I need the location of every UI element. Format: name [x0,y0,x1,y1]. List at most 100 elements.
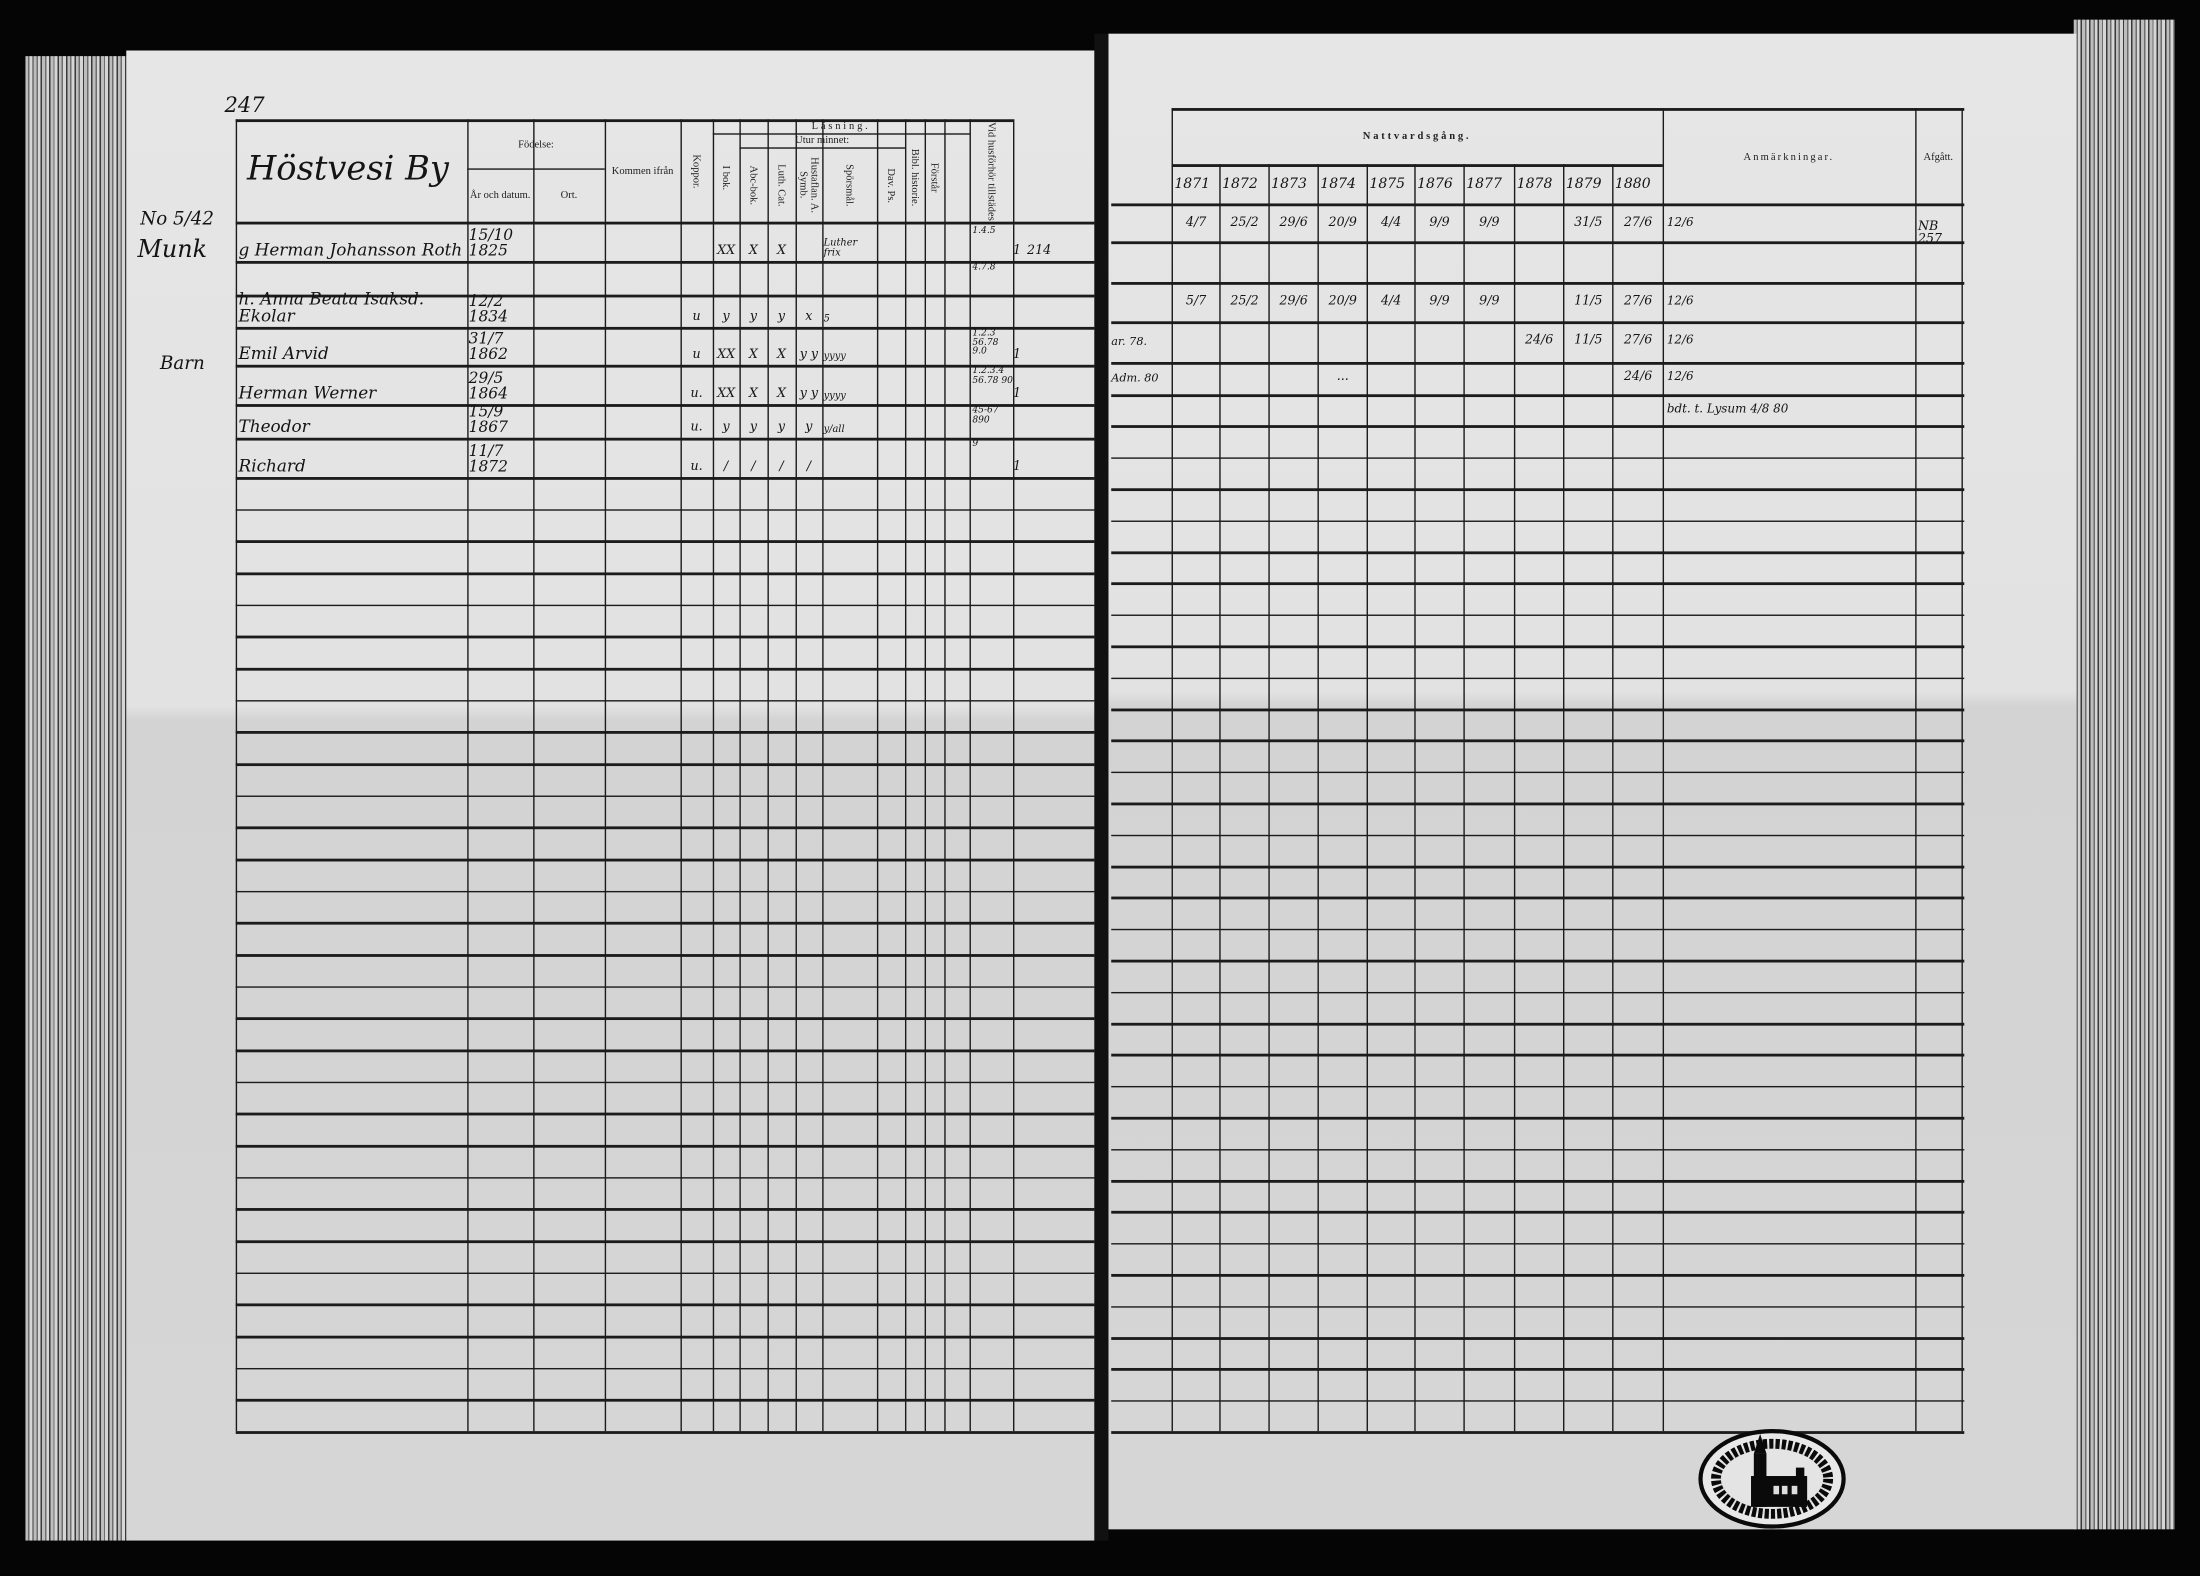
table-rule [1111,1085,1965,1088]
left-row-name: Theodor [238,416,310,437]
table-rule [1111,321,1965,324]
communion-date: 29/6 [1279,216,1308,231]
book-gutter [1094,33,1109,1541]
table-rule [1111,361,1965,365]
left-row-koppor: u [692,310,701,325]
header-koppor: Koppor. [690,154,704,189]
left-row-sporsmal: yyyy [823,350,846,362]
margin-note-number: No 5/42 [140,209,215,231]
header-afgatt: Afgått. [1923,150,1954,163]
header-nattvardsgang: Nattvardsgång. [1362,129,1472,142]
table-rule [1111,457,1965,460]
header-year: 1875 [1369,176,1406,193]
header-hustaflan: Hustaflan. A. Symb. [797,157,822,214]
table-rule [680,119,683,1432]
table-rule [767,119,770,1432]
table-rule [235,954,1095,957]
remark: 12/6 [1666,370,1694,385]
table-rule [1111,519,1965,523]
table-rule [1111,1179,1965,1183]
table-rule [235,326,1095,330]
left-row-vid: 45-67 890 [972,404,999,425]
left-row-vid: 1.4.5 [972,224,996,236]
table-rule [712,119,715,1432]
table-rule [1111,645,1965,648]
communion-date: 27/6 [1623,333,1653,348]
table-rule [235,604,1095,607]
table-rule [1111,1242,1965,1246]
table-rule [1111,739,1965,743]
table-rule [467,168,605,171]
left-row-i-bok: y [722,420,730,435]
table-rule [235,1081,1095,1084]
table-rule [1171,164,1663,167]
communion-date: 27/6 [1623,293,1653,308]
table-rule [1111,614,1965,617]
table-rule [235,636,1095,639]
table-rule [235,1399,1095,1402]
left-row-luth: X [776,347,786,362]
table-rule [924,119,927,1432]
table-rule [604,119,607,1432]
table-rule [235,477,1095,480]
table-rule [1111,1274,1965,1277]
table-rule [235,731,1095,734]
table-rule [1612,164,1615,1432]
table-rule [1111,991,1965,994]
communion-date: 24/6 [1524,333,1554,348]
left-row-i-bok: XX [717,347,736,362]
table-rule [1171,108,1174,1432]
communion-date: 5/7 [1185,293,1207,308]
left-row-abc: X [748,387,758,402]
table-rule [1111,241,1965,244]
communion-date: 20/9 [1328,216,1357,231]
communion-date: ... [1336,370,1349,385]
left-page-edges [25,56,130,1541]
header-i-bok: I bok. [720,165,734,191]
right-row-note: ar. 78. [1111,334,1148,348]
left-row-vid: 9 [972,437,979,449]
left-row-hustaflan: y y [799,347,819,362]
table-rule [1111,282,1965,285]
margin-note-barn: Barn [159,353,205,375]
header-sporsmal: Spörsmål. [843,164,857,207]
table-rule [739,147,905,149]
left-row-luth: X [776,244,786,259]
left-row-birth: 12/2 1834 [468,291,508,326]
table-rule [876,119,879,1432]
left-row-mark: 1 [1013,460,1022,475]
table-rule [1961,108,1964,1432]
table-rule [235,572,1095,575]
left-row-vid: 1.2.3.4 56.78 90 [972,364,1013,386]
table-rule [235,1049,1095,1052]
left-row-mark: 1 [1013,244,1022,259]
table-rule [1111,959,1965,963]
header-vid-husforhor: Vid husförhör tillstädes [985,121,999,221]
left-row-abc: y [749,420,758,435]
left-row-birth: 29/5 1864 [468,369,508,403]
header-lasning: Läsning. [811,119,871,132]
table-rule [1366,164,1369,1432]
table-rule [1111,1431,1965,1434]
communion-date: 25/2 [1230,216,1259,231]
table-rule [944,119,947,1432]
left-row-name: Emil Arvid [238,343,329,364]
communion-date: 4/4 [1380,293,1402,308]
left-row-hustaflan: y [805,420,813,435]
table-rule [1111,551,1965,554]
margin-note-munk: Munk [137,235,208,264]
table-rule [533,119,536,1432]
header-year: 1880 [1614,176,1651,193]
table-rule [235,1240,1095,1243]
left-row-hustaflan: x [805,310,813,325]
left-row-vid: 4.7.8 [972,260,996,273]
left-row-i-bok: y [722,310,730,325]
left-row-koppor: u [692,347,701,362]
table-rule [235,1144,1095,1148]
table-rule [235,890,1095,893]
table-rule [1317,164,1320,1432]
communion-date: 24/6 [1623,370,1653,385]
communion-date: 29/6 [1279,293,1308,308]
table-rule [1111,1337,1965,1340]
header-year: 1871 [1174,176,1211,193]
